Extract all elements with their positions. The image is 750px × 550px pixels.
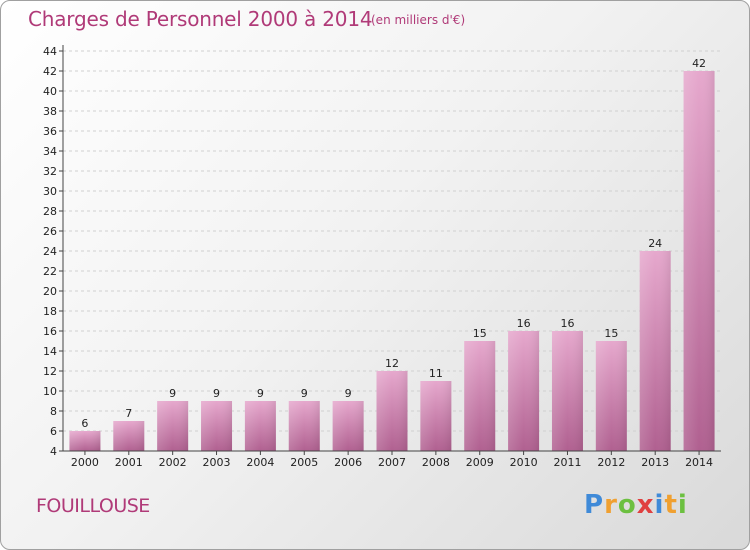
bar-shade-2003 (201, 401, 233, 451)
x-tick-label-2003: 2003 (203, 456, 231, 469)
x-tick-label-2006: 2006 (334, 456, 362, 469)
y-tick-label: 40 (43, 85, 57, 98)
y-tick-label: 14 (43, 345, 57, 358)
bar-shade-2010 (508, 331, 540, 451)
logo-letter: P (584, 490, 605, 520)
bar-shade-2007 (376, 371, 408, 451)
y-tick-label: 24 (43, 245, 57, 258)
bar-shade-2008 (420, 381, 452, 451)
value-label-2007: 12 (385, 357, 399, 370)
x-tick-label-2010: 2010 (510, 456, 538, 469)
y-tick-label: 38 (43, 105, 57, 118)
value-label-2003: 9 (213, 387, 220, 400)
value-label-2002: 9 (169, 387, 176, 400)
x-tick-label-2007: 2007 (378, 456, 406, 469)
bar-shade-2011 (551, 331, 583, 451)
y-tick-label: 28 (43, 205, 57, 218)
y-tick-label: 32 (43, 165, 57, 178)
logo-letter: t (664, 490, 678, 520)
logo-letter: o (617, 490, 637, 520)
bar-shade-2005 (288, 401, 320, 451)
x-tick-label-2005: 2005 (290, 456, 318, 469)
chart-subtitle: (en milliers d'€) (371, 13, 466, 27)
y-tick-label: 20 (43, 285, 57, 298)
bar-shade-2000 (69, 431, 101, 451)
y-tick-label: 22 (43, 265, 57, 278)
logo-letter: i (654, 490, 665, 520)
y-tick-label: 30 (43, 185, 57, 198)
x-tick-label-2014: 2014 (685, 456, 713, 469)
y-tick-label: 12 (43, 365, 57, 378)
bar-shade-2006 (332, 401, 364, 451)
bar-shade-2002 (157, 401, 189, 451)
y-tick-label: 10 (43, 385, 57, 398)
value-label-2011: 16 (560, 317, 574, 330)
bar-shade-2012 (595, 341, 627, 451)
bar-shade-2001 (113, 421, 145, 451)
bar-shade-2013 (639, 251, 671, 451)
bars (69, 71, 715, 451)
value-label-2004: 9 (257, 387, 264, 400)
y-tick-label: 36 (43, 125, 57, 138)
axes (59, 45, 721, 455)
x-tick-label-2011: 2011 (553, 456, 581, 469)
y-tick-label: 6 (50, 425, 57, 438)
value-label-2008: 11 (429, 367, 443, 380)
proxiti-logo: Proxiti (584, 490, 688, 520)
logo-letter: r (604, 490, 618, 520)
value-label-2005: 9 (301, 387, 308, 400)
y-tick-label: 8 (50, 405, 57, 418)
y-tick-label: 42 (43, 65, 57, 78)
value-label-2014: 42 (692, 57, 706, 70)
commune-name: FOUILLOUSE (36, 495, 150, 517)
bar-shade-2009 (464, 341, 496, 451)
y-tick-label: 34 (43, 145, 57, 158)
logo-letter: i (677, 490, 688, 520)
x-tick-label-2012: 2012 (597, 456, 625, 469)
y-tick-label: 26 (43, 225, 57, 238)
y-tick-label: 4 (50, 445, 57, 458)
x-tick-label-2009: 2009 (466, 456, 494, 469)
value-label-2013: 24 (648, 237, 662, 250)
chart-title: Charges de Personnel 2000 à 2014 (28, 7, 373, 31)
y-tick-label: 18 (43, 305, 57, 318)
value-label-2010: 16 (517, 317, 531, 330)
y-tick-label: 16 (43, 325, 57, 338)
x-tick-label-2000: 2000 (71, 456, 99, 469)
value-label-2006: 9 (345, 387, 352, 400)
x-tick-label-2004: 2004 (246, 456, 274, 469)
y-tick-label: 44 (43, 45, 57, 58)
bar-shade-2014 (683, 71, 715, 451)
labels: 4 6 8 10 12 14 16 18 20 22 24 26 28 30 32 34 36 38 40 42 44 6… (43, 45, 713, 469)
logo-letter: x (636, 490, 655, 520)
x-tick-label-2002: 2002 (159, 456, 187, 469)
bar-shade-2004 (244, 401, 276, 451)
value-label-2012: 15 (604, 327, 618, 340)
value-label-2001: 7 (125, 407, 132, 420)
x-tick-label-2001: 2001 (115, 456, 143, 469)
x-tick-label-2013: 2013 (641, 456, 669, 469)
x-tick-label-2008: 2008 (422, 456, 450, 469)
value-label-2000: 6 (81, 417, 88, 430)
value-label-2009: 15 (473, 327, 487, 340)
